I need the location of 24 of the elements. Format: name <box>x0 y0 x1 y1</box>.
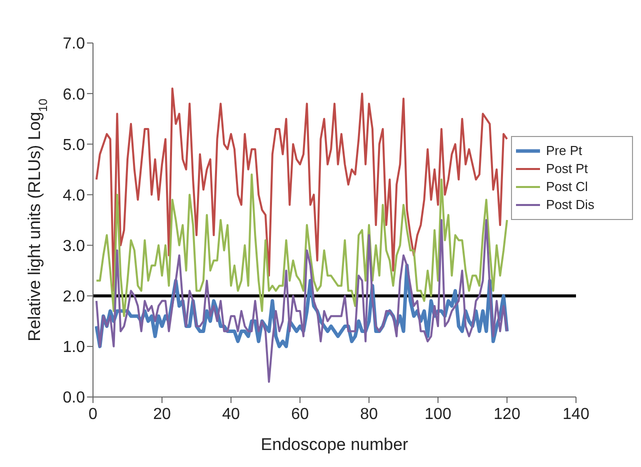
y-tick-label: 7.0 <box>62 36 86 53</box>
x-tick-label: 100 <box>424 406 452 423</box>
y-tick-label: 2.0 <box>62 288 86 306</box>
x-tick-label: 40 <box>222 406 240 423</box>
line-series <box>95 173 508 318</box>
line-series <box>95 219 508 383</box>
y-tick-label: 5.0 <box>62 136 86 154</box>
x-tick-label: 60 <box>291 406 309 423</box>
y-tick-label: 3.0 <box>62 238 86 255</box>
y-tick-label: 1.0 <box>62 339 86 356</box>
y-tick-label: 6.0 <box>62 86 86 104</box>
x-axis-title: Endoscope number <box>260 435 409 454</box>
legend-label: Post Dis <box>546 196 594 214</box>
x-tick-label: 80 <box>360 406 378 423</box>
x-tick-label: 140 <box>562 406 590 423</box>
legend-label: Post Pt <box>546 160 588 178</box>
legend-label: Post Cl <box>546 178 588 196</box>
line-series <box>95 88 508 292</box>
x-tick-label: 0 <box>88 406 98 423</box>
y-tick-label: 0.0 <box>62 390 86 407</box>
legend-label: Pre Pt <box>546 142 582 160</box>
y-tick-label: 4.0 <box>62 187 86 204</box>
x-tick-label: 20 <box>153 406 171 423</box>
x-tick-label: 120 <box>494 406 520 423</box>
